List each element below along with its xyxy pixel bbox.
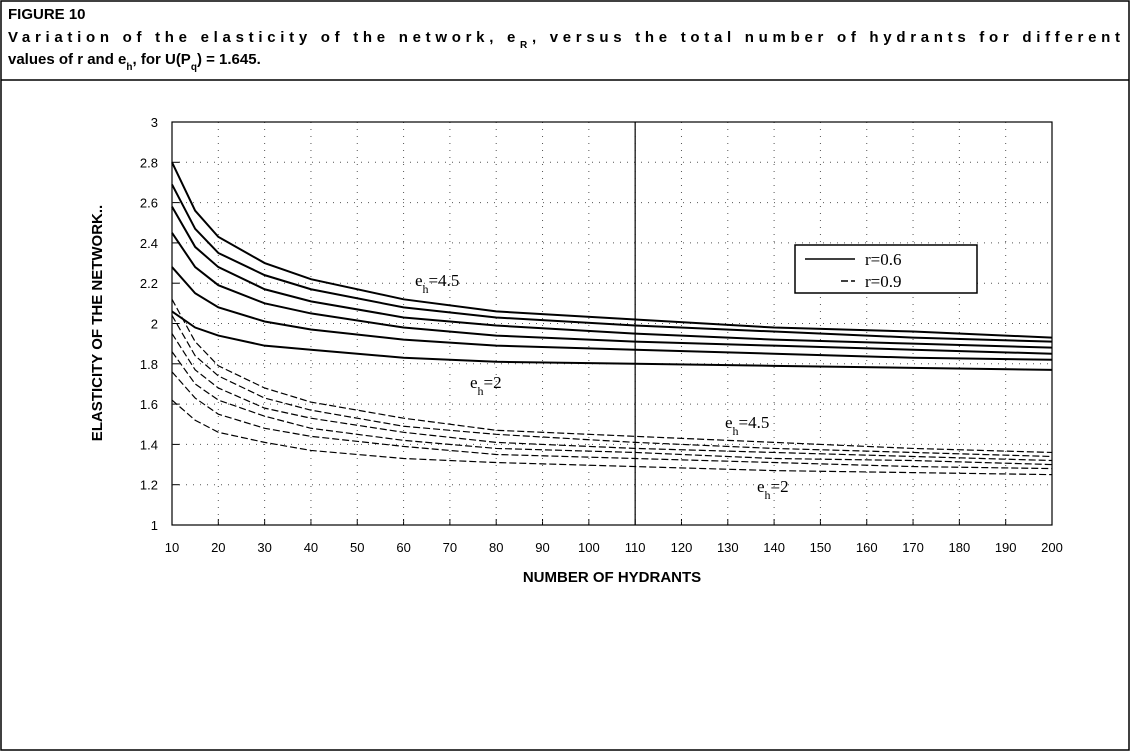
caption-line: values of r and eh, for U(Pq) = 1.645. xyxy=(8,51,261,73)
text-run: ) = 1.645. xyxy=(197,51,261,68)
text-run: e xyxy=(725,413,733,432)
subscript: q xyxy=(191,62,197,73)
x-tick-label: 200 xyxy=(1041,540,1063,555)
data-line xyxy=(171,333,1053,462)
data-line xyxy=(171,266,1053,361)
text-run: =4.5 xyxy=(739,413,770,432)
annotation: eh=2 xyxy=(757,477,789,502)
data-line xyxy=(171,299,1053,454)
x-tick-label: 50 xyxy=(350,540,364,555)
x-tick-label: 120 xyxy=(671,540,693,555)
x-tick-label: 30 xyxy=(257,540,271,555)
y-tick-label: 1.8 xyxy=(140,357,158,372)
text-run: e xyxy=(415,271,423,290)
data-line xyxy=(171,399,1053,476)
annotation: eh=4.5 xyxy=(415,271,459,296)
subscript: R xyxy=(520,40,528,51)
legend-label: r=0.9 xyxy=(865,272,902,291)
y-axis-title: ELASTICITY OF THE NETWORK.. xyxy=(89,205,106,441)
subscript: h xyxy=(126,62,132,73)
subscript: h xyxy=(733,424,739,438)
x-tick-label: 130 xyxy=(717,540,739,555)
text-run: values of r and e xyxy=(8,51,126,68)
x-tick-label: 60 xyxy=(396,540,410,555)
caption-line: Variation of the elasticity of the netwo… xyxy=(8,29,1120,51)
data-line xyxy=(171,315,1053,458)
annotation: eh=4.5 xyxy=(725,413,769,438)
text-run: Variation of the elasticity of the netwo… xyxy=(8,29,515,46)
data-line xyxy=(171,310,1053,371)
data-line xyxy=(171,371,1053,470)
x-tick-label: 40 xyxy=(304,540,318,555)
legend-box xyxy=(794,244,978,294)
y-tick-label: 2 xyxy=(151,317,158,332)
text-run: e xyxy=(470,373,478,392)
x-tick-label: 80 xyxy=(489,540,503,555)
plot-frame xyxy=(171,121,1053,526)
figure-label: FIGURE 10 xyxy=(8,6,86,23)
x-tick-label: 100 xyxy=(578,540,600,555)
y-tick-label: 1.4 xyxy=(140,437,158,452)
x-tick-label: 170 xyxy=(902,540,924,555)
y-tick-label: 3 xyxy=(151,115,158,130)
y-tick-label: 2.2 xyxy=(140,276,158,291)
y-tick-label: 2.4 xyxy=(140,236,158,251)
text-run: =4.5 xyxy=(429,271,460,290)
text-run: , for U(P xyxy=(132,51,190,68)
subscript: h xyxy=(765,488,771,502)
text-run: =2 xyxy=(484,373,502,392)
subscript: h xyxy=(423,282,429,296)
legend-label: r=0.6 xyxy=(865,250,902,269)
x-tick-label: 190 xyxy=(995,540,1017,555)
x-tick-label: 10 xyxy=(165,540,179,555)
text-run: e xyxy=(757,477,765,496)
data-line xyxy=(171,161,1053,339)
data-line xyxy=(171,351,1053,466)
x-tick-label: 110 xyxy=(625,540,646,555)
data-line xyxy=(171,232,1053,355)
x-tick-label: 180 xyxy=(949,540,971,555)
annotation: eh=2 xyxy=(470,373,502,398)
x-tick-label: 140 xyxy=(763,540,785,555)
y-tick-label: 2.8 xyxy=(140,155,158,170)
y-tick-label: 1.2 xyxy=(140,478,158,493)
y-tick-label: 1.6 xyxy=(140,397,158,412)
x-tick-label: 150 xyxy=(810,540,832,555)
x-tick-label: 160 xyxy=(856,540,878,555)
data-line xyxy=(171,184,1053,343)
text-run: , versus the total number of hydrants fo… xyxy=(532,29,1120,46)
data-line xyxy=(171,206,1053,349)
x-axis-title: NUMBER OF HYDRANTS xyxy=(523,569,701,586)
y-tick-label: 1 xyxy=(151,518,158,533)
x-tick-label: 20 xyxy=(211,540,225,555)
x-tick-label: 90 xyxy=(535,540,549,555)
y-tick-label: 2.6 xyxy=(140,196,158,211)
subscript: h xyxy=(478,384,484,398)
text-run: =2 xyxy=(771,477,789,496)
x-tick-label: 70 xyxy=(443,540,457,555)
